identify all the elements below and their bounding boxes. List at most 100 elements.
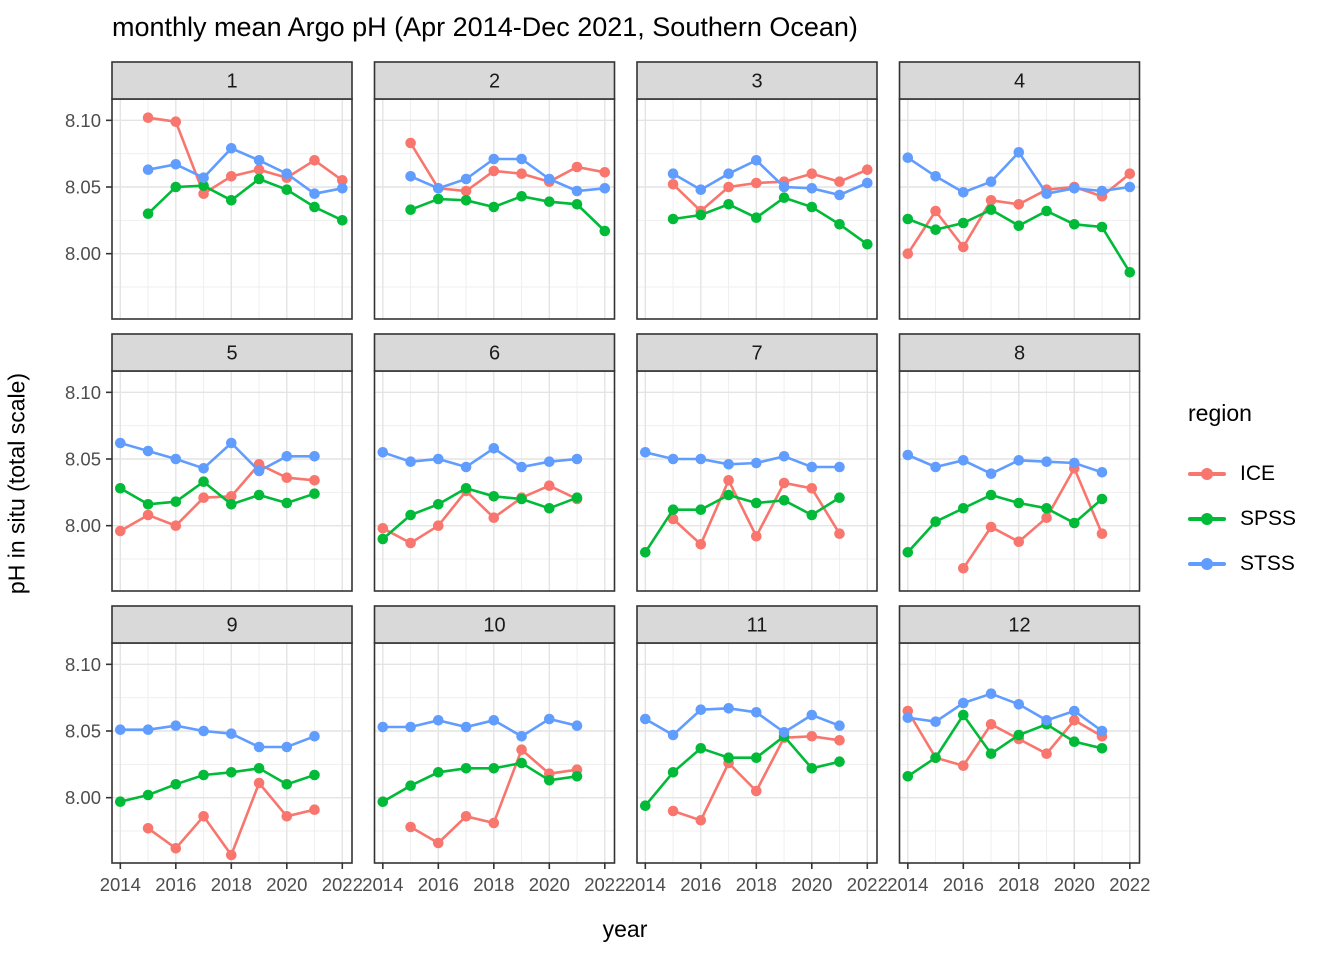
data-point-ICE xyxy=(488,817,500,829)
data-point-SPSS xyxy=(834,756,845,767)
data-point-STSS xyxy=(902,449,914,461)
data-point-ICE xyxy=(433,837,444,849)
data-point-STSS xyxy=(958,697,969,709)
data-point-SPSS xyxy=(723,199,734,210)
data-point-SPSS xyxy=(377,796,389,807)
data-point-STSS xyxy=(571,185,583,197)
data-point-ICE xyxy=(930,205,941,217)
x-tick-label: 2014 xyxy=(362,874,403,895)
data-point-STSS xyxy=(544,713,555,725)
data-point-SPSS xyxy=(1013,220,1025,231)
stss-line-dot-icon xyxy=(1188,553,1226,575)
data-point-STSS xyxy=(309,188,320,199)
data-point-ICE xyxy=(599,167,611,178)
data-point-STSS xyxy=(142,724,154,735)
data-point-STSS xyxy=(1096,725,1108,737)
data-point-SPSS xyxy=(985,204,997,215)
data-point-SPSS xyxy=(405,780,416,791)
data-point-SPSS xyxy=(834,492,845,504)
data-point-ICE xyxy=(958,241,969,253)
facet-11: 11 2014 2016 2018 2020 2022 xyxy=(625,605,888,895)
data-point-ICE xyxy=(985,719,997,730)
facet-strip xyxy=(898,333,1141,372)
data-point-SPSS xyxy=(862,239,873,250)
data-point-SPSS xyxy=(544,196,555,207)
data-point-SPSS xyxy=(226,499,237,510)
data-point-SPSS xyxy=(115,483,126,494)
data-point-ICE xyxy=(281,811,293,822)
data-point-SPSS xyxy=(170,181,182,193)
data-point-STSS xyxy=(433,453,444,465)
facet-6: 6 xyxy=(373,333,616,592)
data-point-SPSS xyxy=(433,767,444,778)
data-point-ICE xyxy=(198,492,209,504)
data-point-SPSS xyxy=(930,224,941,235)
data-point-SPSS xyxy=(281,497,293,509)
data-point-STSS xyxy=(751,707,762,718)
data-point-SPSS xyxy=(778,495,790,506)
data-point-STSS xyxy=(1069,457,1080,469)
y-tick-label: 8.10 xyxy=(65,382,101,403)
data-point-ICE xyxy=(723,475,734,486)
data-point-STSS xyxy=(599,183,611,194)
data-point-STSS xyxy=(253,741,265,753)
data-point-SPSS xyxy=(1041,205,1052,217)
data-point-STSS xyxy=(377,721,389,733)
data-point-SPSS xyxy=(253,763,265,774)
data-point-SPSS xyxy=(695,743,707,754)
data-point-SPSS xyxy=(958,709,969,721)
data-point-STSS xyxy=(170,159,182,170)
data-point-ICE xyxy=(1124,168,1136,179)
data-point-ICE xyxy=(226,491,237,502)
facet-strip xyxy=(111,61,353,100)
data-point-ICE xyxy=(405,137,416,149)
data-point-STSS xyxy=(460,173,472,185)
data-point-ICE xyxy=(695,815,707,826)
data-point-SPSS xyxy=(309,769,320,781)
data-point-STSS xyxy=(695,453,707,465)
data-point-ICE xyxy=(516,744,527,755)
data-point-STSS xyxy=(1041,188,1052,199)
data-point-STSS xyxy=(142,445,154,457)
data-point-STSS xyxy=(198,463,209,474)
data-point-STSS xyxy=(1013,455,1025,466)
data-point-SPSS xyxy=(377,533,389,545)
data-point-STSS xyxy=(433,183,444,194)
data-point-ICE xyxy=(337,175,348,186)
data-point-ICE xyxy=(778,477,790,489)
data-point-ICE xyxy=(985,521,997,533)
facet-strip xyxy=(636,61,878,100)
facet-7: 7 xyxy=(636,333,878,592)
data-point-STSS xyxy=(930,716,941,727)
data-point-SPSS xyxy=(1096,743,1108,754)
data-point-ICE xyxy=(723,181,734,193)
data-point-STSS xyxy=(723,459,734,470)
facet-5: 5 8.00 8.05 8.10 xyxy=(65,333,353,592)
data-point-ICE xyxy=(667,805,679,817)
data-point-SPSS xyxy=(488,763,500,774)
data-point-STSS xyxy=(571,453,583,465)
data-point-ICE xyxy=(433,520,444,531)
facet-strip-label: 10 xyxy=(483,615,505,637)
facet-10: 10 2014 2016 2018 2020 2022 xyxy=(362,605,625,895)
data-point-SPSS xyxy=(516,757,527,769)
data-point-SPSS xyxy=(571,199,583,210)
data-point-SPSS xyxy=(309,201,320,213)
facet-strip-label: 6 xyxy=(489,343,500,365)
data-point-ICE xyxy=(405,821,416,833)
data-point-STSS xyxy=(778,451,790,462)
data-point-STSS xyxy=(226,728,237,739)
x-tick-label: 2014 xyxy=(100,874,141,895)
data-point-ICE xyxy=(1069,715,1080,726)
x-tick-label: 2020 xyxy=(529,874,570,895)
data-point-STSS xyxy=(930,171,941,182)
data-point-ICE xyxy=(985,195,997,206)
data-point-ICE xyxy=(958,760,969,771)
data-point-ICE xyxy=(377,523,389,534)
data-point-SPSS xyxy=(460,483,472,494)
facet-strip xyxy=(636,605,878,644)
y-tick-label: 8.10 xyxy=(65,110,101,131)
data-point-STSS xyxy=(640,713,651,725)
data-point-SPSS xyxy=(142,499,154,510)
